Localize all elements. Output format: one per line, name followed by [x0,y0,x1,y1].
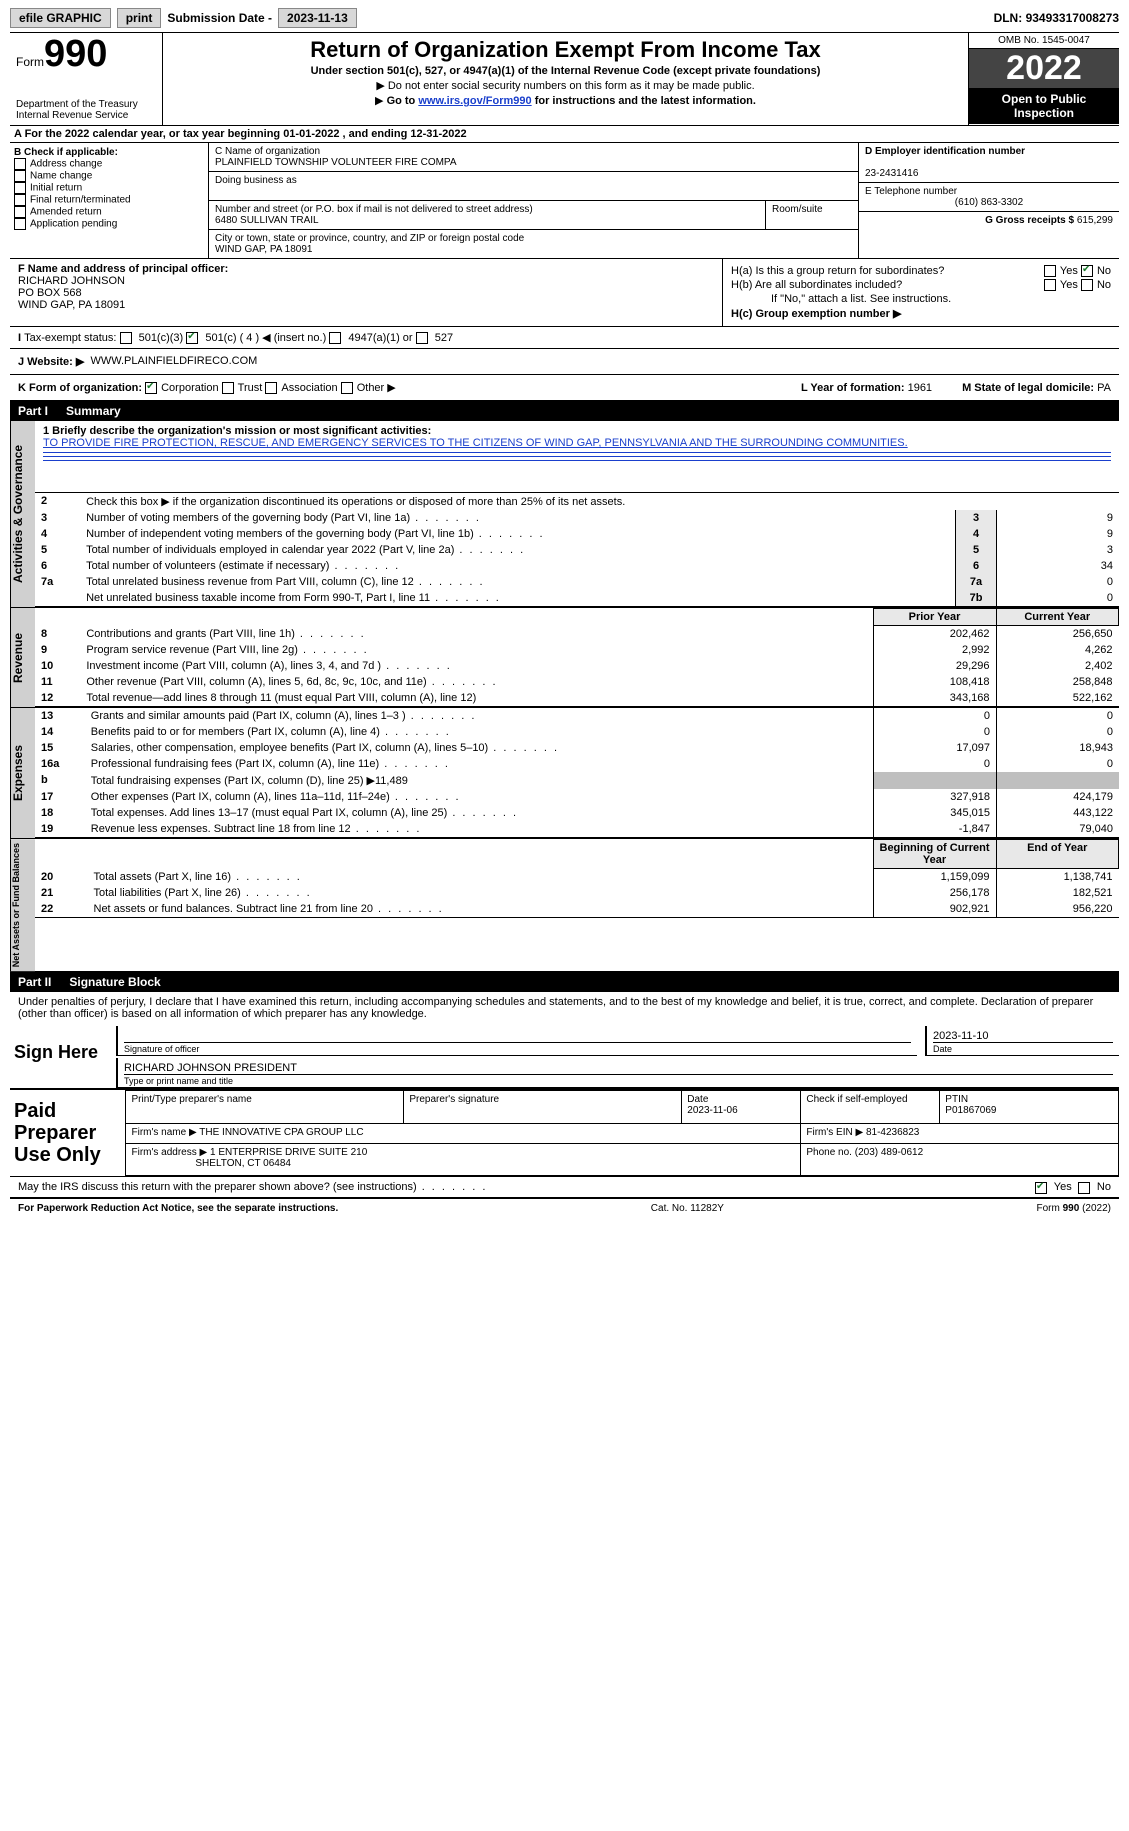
box-c: C Name of organization PLAINFIELD TOWNSH… [209,143,858,258]
row-a-tax-year: A For the 2022 calendar year, or tax yea… [10,126,1119,143]
box-b: B Check if applicable: Address change Na… [10,143,209,258]
mission-text: TO PROVIDE FIRE PROTECTION, RESCUE, AND … [43,437,908,449]
state-domicile: PA [1097,382,1111,394]
tax-year: 2022 [969,49,1119,88]
page-footer: For Paperwork Reduction Act Notice, see … [10,1199,1119,1218]
officer-grid: F Name and address of principal officer:… [10,259,1119,327]
vtab-net-assets: Net Assets or Fund Balances [10,839,35,971]
year-formation: 1961 [908,382,932,394]
telephone: (610) 863-3302 [865,197,1113,208]
form-title: Return of Organization Exempt From Incom… [171,37,960,63]
part-i-header: Part ISummary [10,401,1119,421]
gross-receipts: 615,299 [1077,215,1113,226]
org-city: WIND GAP, PA 18091 [215,244,852,255]
dept-treasury: Department of the Treasury [16,99,156,110]
tax-status-row: I Tax-exempt status: 501(c)(3) 501(c) ( … [10,327,1119,349]
form-subtitle: Under section 501(c), 527, or 4947(a)(1)… [171,65,960,77]
officer-name: RICHARD JOHNSON PRESIDENT [124,1062,297,1074]
open-to-public: Open to Public Inspection [969,88,1119,124]
identity-grid: B Check if applicable: Address change Na… [10,143,1119,259]
mission-block: 1 Briefly describe the organization's mi… [35,421,1119,493]
box-f: F Name and address of principal officer:… [10,259,723,326]
firm-phone: (203) 489-0612 [855,1147,923,1158]
k-org-row: K Form of organization: Corporation Trus… [10,375,1119,401]
vtab-expenses: Expenses [10,708,35,838]
sign-here-row: Sign Here Signature of officer 2023-11-1… [10,1024,1119,1089]
expenses-section: Expenses 13Grants and similar amounts pa… [10,708,1119,839]
ssn-warning: Do not enter social security numbers on … [171,79,960,92]
meta-bar: efile GRAPHIC print Submission Date - 20… [10,8,1119,28]
part-ii-header: Part IISignature Block [10,972,1119,992]
website-url: WWW.PLAINFIELDFIRECO.COM [90,355,257,368]
vtab-revenue: Revenue [10,608,35,707]
firm-name: THE INNOVATIVE CPA GROUP LLC [199,1127,363,1138]
omb-number: OMB No. 1545-0047 [969,33,1119,49]
org-name: PLAINFIELD TOWNSHIP VOLUNTEER FIRE COMPA [215,157,852,168]
print-button[interactable]: print [117,8,162,28]
perjury-statement: Under penalties of perjury, I declare th… [10,992,1119,1024]
form-word: Form [16,55,44,69]
net-assets-section: Net Assets or Fund Balances Beginning of… [10,839,1119,972]
org-street: 6480 SULLIVAN TRAIL [215,215,759,226]
ptin: P01867069 [945,1105,996,1116]
submission-date-label: Submission Date - [167,11,272,25]
submission-date: 2023-11-13 [278,8,357,28]
vtab-activities: Activities & Governance [10,421,35,607]
efile-badge: efile GRAPHIC [10,8,111,28]
website-row: J Website: ▶ WWW.PLAINFIELDFIRECO.COM [10,349,1119,375]
form-number: 990 [44,37,107,71]
irs-link[interactable]: www.irs.gov/Form990 [418,95,531,107]
revenue-section: Revenue Prior YearCurrent Year 8Contribu… [10,608,1119,708]
form-header: Form 990 Department of the Treasury Inte… [10,32,1119,126]
dln: DLN: 93493317008273 [994,11,1119,25]
form-990-page: efile GRAPHIC print Submission Date - 20… [0,0,1129,1226]
firm-ein: 81-4236823 [866,1127,919,1138]
box-d: D Employer identification number 23-2431… [858,143,1119,258]
box-h: H(a) Is this a group return for subordin… [723,259,1119,326]
activities-governance-section: Activities & Governance 1 Briefly descri… [10,421,1119,608]
ein: 23-2431416 [865,168,918,179]
irs-label: Internal Revenue Service [16,110,156,121]
paid-preparer-row: Paid Preparer Use Only Print/Type prepar… [10,1089,1119,1177]
instructions-link-row: Go to www.irs.gov/Form990 for instructio… [171,94,960,107]
